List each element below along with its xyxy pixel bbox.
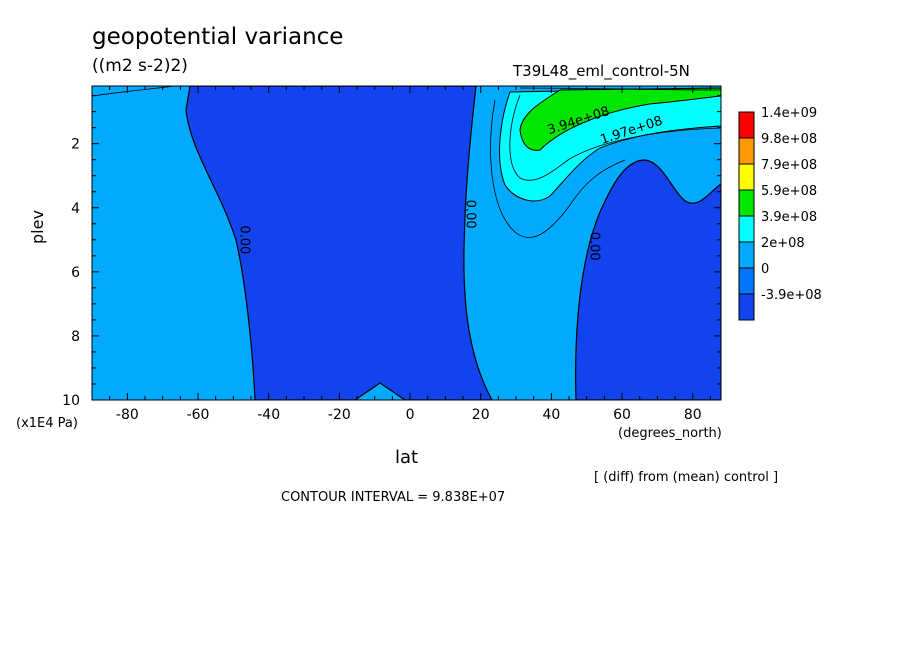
y-ticks: 2 4 6 8 10 xyxy=(62,95,721,409)
contour-label: 0.00 xyxy=(463,200,478,229)
colorbar-label: 7.9e+08 xyxy=(761,158,817,173)
y-tick-label: 8 xyxy=(71,329,80,345)
x-tick-label: 20 xyxy=(472,407,490,423)
colorbar-swatch xyxy=(738,111,755,139)
plot-frame xyxy=(91,85,722,401)
colorbar-swatch xyxy=(738,267,755,295)
contour-line-2 xyxy=(490,99,626,238)
x-tick-label: 0 xyxy=(406,407,415,423)
chart-units: ((m2 s-2)2) xyxy=(92,56,188,76)
y-tick-label: 4 xyxy=(71,201,80,217)
x-tick-label: -60 xyxy=(187,407,210,423)
contour-fills xyxy=(92,86,721,400)
colorbar-label: 5.9e+08 xyxy=(761,184,817,199)
colorbar-label: 2e+08 xyxy=(761,236,805,251)
y-tick-label: 2 xyxy=(71,137,80,153)
contour-interval: CONTOUR INTERVAL = 9.838E+07 xyxy=(281,490,506,505)
chart-title: geopotential variance xyxy=(92,24,344,50)
x-tick-label: -80 xyxy=(116,407,139,423)
contour-line-4 xyxy=(519,87,721,91)
y-axis-unit: (x1E4 Pa) xyxy=(16,416,78,431)
colorbar-swatch xyxy=(738,241,755,269)
colorbar-label: -3.9e+08 xyxy=(761,288,822,303)
colorbar-swatch xyxy=(738,189,755,217)
x-ticks: -80 -60 -40 -20 0 20 40 60 80 xyxy=(91,86,711,423)
colorbar-label: 9.8e+08 xyxy=(761,132,817,147)
colorbar-label: 3.9e+08 xyxy=(761,210,817,225)
contour-line-3 xyxy=(92,86,176,97)
fill-band-negative-south xyxy=(185,86,493,400)
y-tick-label: 10 xyxy=(62,393,80,409)
y-tick-label: 6 xyxy=(71,265,80,281)
x-axis-unit: (degrees_north) xyxy=(618,426,722,441)
colorbar-swatch xyxy=(738,163,755,191)
colorbar-swatch xyxy=(738,137,755,165)
x-tick-label: -20 xyxy=(328,407,351,423)
contour-label: 0.00 xyxy=(586,232,601,261)
fill-band-negative-north xyxy=(575,159,721,400)
colorbar-swatch xyxy=(738,215,755,243)
x-tick-label: 80 xyxy=(684,407,702,423)
x-tick-label: -40 xyxy=(257,407,280,423)
x-tick-label: 40 xyxy=(542,407,560,423)
contour-line-1 xyxy=(509,94,721,181)
colorbar-label: 1.4e+09 xyxy=(761,106,817,121)
run-label: T39L48_eml_control-5N xyxy=(513,62,690,80)
colorbar: 1.4e+09 9.8e+08 7.9e+08 5.9e+08 3.9e+08 2e+08… xyxy=(738,106,822,321)
fill-band-3.9e8-to-5.9e8 xyxy=(519,87,721,151)
colorbar-swatch xyxy=(738,293,755,321)
contour-label: 0.00 xyxy=(236,225,251,254)
colorbar-label: 0 xyxy=(761,262,769,277)
x-axis-label: lat xyxy=(395,447,419,468)
diff-note: [ (diff) from (mean) control ] xyxy=(594,470,779,485)
x-tick-label: 60 xyxy=(613,407,631,423)
